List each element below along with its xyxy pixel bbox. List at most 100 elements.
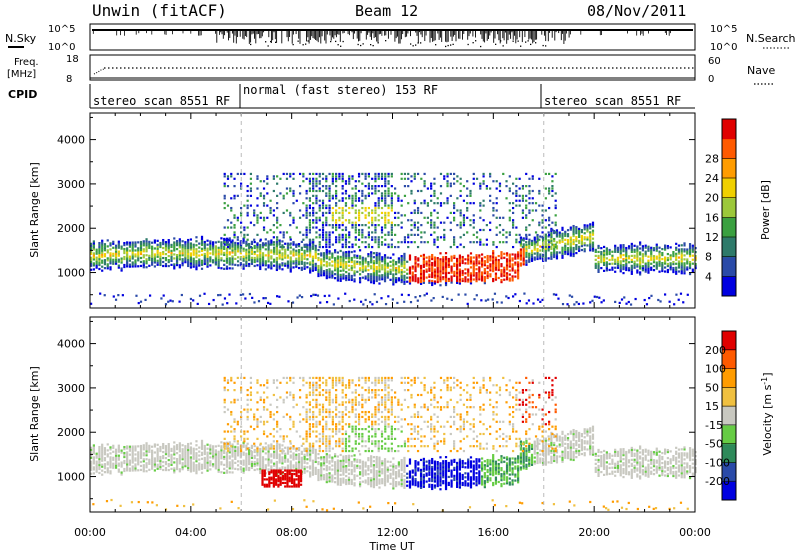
heatmap-cell bbox=[423, 172, 426, 176]
heatmap-cell bbox=[317, 468, 320, 472]
heatmap-cell bbox=[318, 187, 321, 190]
heatmap-cell bbox=[175, 457, 179, 461]
heatmap-cell bbox=[478, 266, 481, 269]
heatmap-cell bbox=[528, 258, 531, 261]
heatmap-cell bbox=[167, 243, 170, 246]
heatmap-cell bbox=[430, 226, 433, 229]
heatmap-cell bbox=[380, 177, 384, 180]
heatmap-cell bbox=[675, 248, 678, 251]
heatmap-cell bbox=[322, 258, 326, 261]
heatmap-cell bbox=[309, 455, 312, 458]
heatmap-cell bbox=[532, 302, 535, 305]
heatmap-cell bbox=[387, 219, 390, 222]
heatmap-cell bbox=[666, 244, 669, 248]
heatmap-cell bbox=[159, 243, 162, 247]
heatmap-cell bbox=[198, 258, 201, 261]
heatmap-cell bbox=[173, 257, 176, 260]
heatmap-cell bbox=[644, 262, 647, 265]
heatmap-cell bbox=[302, 238, 305, 241]
heatmap-cell bbox=[334, 269, 337, 272]
heatmap-cell bbox=[554, 172, 557, 176]
heatmap-cell bbox=[370, 251, 373, 254]
heatmap-cell bbox=[253, 448, 256, 452]
heatmap-cell bbox=[309, 449, 312, 452]
heatmap-cell bbox=[384, 194, 387, 197]
heatmap-cell bbox=[278, 265, 281, 268]
heatmap-cell bbox=[409, 301, 413, 304]
heatmap-cell bbox=[278, 249, 281, 252]
heatmap-cell bbox=[511, 275, 514, 278]
heatmap-cell bbox=[321, 204, 325, 207]
heatmap-cell bbox=[605, 261, 608, 264]
heatmap-cell bbox=[423, 241, 426, 244]
heatmap-cell bbox=[90, 302, 93, 305]
heatmap-cell bbox=[103, 267, 107, 270]
heatmap-cell bbox=[187, 466, 190, 470]
heatmap-cell bbox=[486, 274, 489, 278]
heatmap-cell bbox=[494, 260, 498, 263]
heatmap-cell bbox=[457, 293, 460, 296]
heatmap-cell bbox=[195, 256, 198, 259]
heatmap-cell bbox=[289, 211, 292, 215]
heatmap-cell bbox=[151, 249, 154, 252]
heatmap-cell bbox=[361, 231, 364, 234]
heatmap-cell bbox=[331, 231, 334, 234]
heatmap-cell bbox=[250, 250, 254, 253]
heatmap-cell bbox=[605, 263, 608, 266]
heatmap-cell bbox=[547, 247, 550, 250]
heatmap-cell bbox=[364, 185, 367, 188]
heatmap-cell bbox=[342, 463, 345, 466]
heatmap-cell bbox=[586, 244, 589, 247]
heatmap-cell bbox=[325, 238, 328, 241]
heatmap-cell bbox=[377, 189, 380, 193]
heatmap-cell bbox=[236, 216, 239, 219]
heatmap-cell bbox=[331, 243, 334, 246]
heatmap-cell bbox=[341, 199, 344, 202]
heatmap-cell bbox=[192, 453, 195, 456]
heatmap-cell bbox=[251, 296, 254, 299]
heatmap-cell bbox=[217, 266, 220, 269]
heatmap-cell bbox=[433, 268, 437, 271]
heatmap-cell bbox=[644, 254, 647, 257]
heatmap-cell bbox=[321, 185, 325, 188]
heatmap-cell bbox=[175, 257, 179, 261]
heatmap-cell bbox=[466, 202, 469, 205]
heatmap-cell bbox=[397, 259, 400, 262]
heatmap-cell bbox=[367, 233, 370, 236]
heatmap-cell bbox=[467, 258, 470, 261]
heatmap-cell bbox=[239, 231, 243, 234]
heatmap-cell bbox=[354, 224, 357, 227]
heatmap-cell bbox=[472, 270, 475, 273]
heatmap-cell bbox=[663, 248, 667, 251]
heatmap-cell bbox=[256, 464, 259, 467]
heatmap-cell bbox=[644, 246, 647, 249]
heatmap-cell bbox=[420, 202, 423, 205]
heatmap-cell bbox=[530, 243, 534, 246]
heatmap-cell bbox=[142, 454, 145, 457]
heatmap-cell bbox=[328, 276, 331, 279]
heatmap-cell bbox=[220, 247, 223, 250]
heatmap-cell bbox=[173, 449, 176, 452]
heatmap-cell bbox=[492, 241, 495, 244]
heatmap-cell bbox=[192, 447, 195, 450]
heatmap-cell bbox=[507, 296, 510, 300]
nsearch-dot bbox=[480, 45, 482, 48]
heatmap-cell bbox=[275, 454, 278, 458]
heatmap-cell bbox=[447, 265, 450, 269]
heatmap-cell bbox=[98, 257, 101, 261]
heatmap-cell bbox=[170, 455, 173, 459]
heatmap-cell bbox=[317, 252, 320, 256]
heatmap-cell bbox=[123, 467, 126, 471]
heatmap-cell bbox=[225, 249, 229, 252]
heatmap-cell bbox=[284, 452, 287, 455]
heatmap-cell bbox=[325, 231, 328, 234]
heatmap-cell bbox=[269, 199, 272, 202]
heatmap-cell bbox=[192, 261, 195, 264]
heatmap-cell bbox=[344, 245, 348, 249]
heatmap-cell bbox=[231, 467, 234, 470]
heatmap-cell bbox=[328, 192, 331, 195]
heatmap-cell bbox=[175, 463, 179, 467]
heatmap-cell bbox=[325, 243, 328, 246]
heatmap-cell bbox=[167, 239, 170, 242]
heatmap-cell bbox=[342, 457, 345, 460]
